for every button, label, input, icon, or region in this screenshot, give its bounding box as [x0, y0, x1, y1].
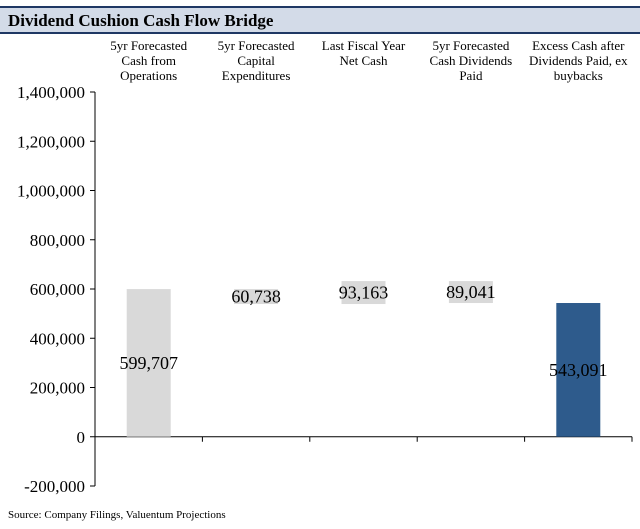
- data-label: 543,091: [549, 360, 608, 380]
- data-label: 60,738: [231, 287, 281, 307]
- category-label: Last Fiscal Year Net Cash: [322, 38, 406, 68]
- category-label: Excess Cash after Dividends Paid, ex buyba…: [529, 38, 628, 83]
- y-tick-label: 1,000,000: [17, 182, 85, 201]
- title-bar: Dividend Cushion Cash Flow Bridge: [0, 6, 640, 34]
- category-label: 5yr Forecasted Capital Expenditures: [218, 38, 295, 83]
- data-label: 93,163: [339, 283, 389, 303]
- bar: [234, 289, 279, 305]
- data-label: 599,707: [119, 353, 178, 373]
- y-tick-label: 1,200,000: [17, 132, 85, 151]
- y-tick-label: -200,000: [24, 477, 85, 496]
- source-note: Source: Company Filings, Valuentum Proje…: [8, 509, 226, 521]
- y-tick-label: 600,000: [30, 280, 85, 299]
- category-label: 5yr Forecasted Cash Dividends Paid: [430, 38, 513, 83]
- y-tick-label: 1,400,000: [17, 83, 85, 102]
- category-label: 5yr Forecasted Cash from Operations: [110, 38, 187, 83]
- bar: [556, 303, 601, 437]
- y-tick-label: 400,000: [30, 329, 85, 348]
- bar: [341, 281, 386, 305]
- y-tick-label: 200,000: [30, 379, 85, 398]
- data-label: 89,041: [446, 282, 496, 302]
- y-tick-label: 800,000: [30, 231, 85, 250]
- chart-title: Dividend Cushion Cash Flow Bridge: [8, 11, 274, 30]
- y-tick-label: 0: [77, 428, 86, 447]
- bar: [126, 289, 171, 437]
- bar: [448, 281, 493, 304]
